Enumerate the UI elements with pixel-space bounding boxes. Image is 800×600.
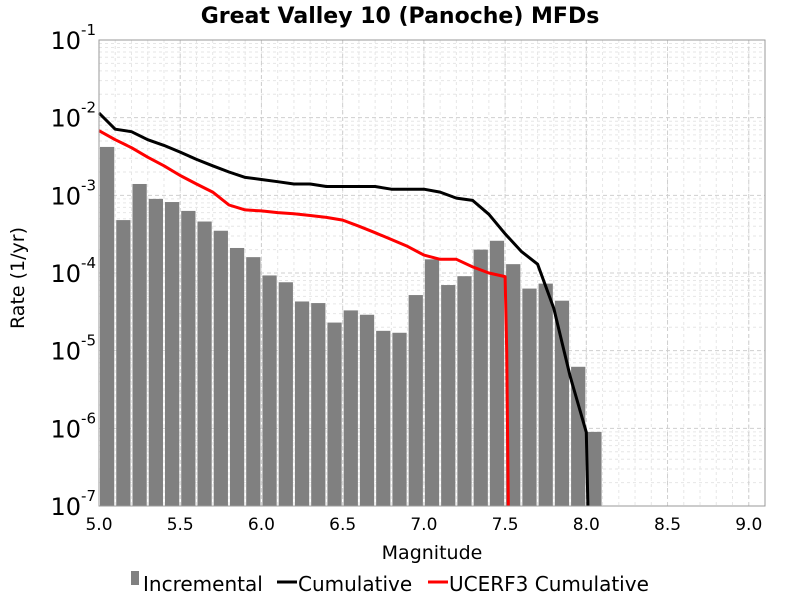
x-axis-label: Magnitude xyxy=(382,542,483,564)
ucerf3-cumulative-line xyxy=(98,129,510,507)
y-tick-exponent: -6 xyxy=(81,409,96,427)
legend-incremental-label: Incremental xyxy=(143,572,263,596)
incremental-bars xyxy=(100,146,602,507)
x-tick-label: 9.0 xyxy=(735,515,762,535)
incremental-bar xyxy=(392,332,407,506)
y-tick-exponent: -5 xyxy=(81,332,96,350)
x-tick-label: 5.0 xyxy=(85,515,112,535)
x-tick-label: 7.0 xyxy=(410,515,437,535)
incremental-bar xyxy=(327,322,342,506)
x-tick-label: 8.5 xyxy=(654,515,681,535)
incremental-bar xyxy=(148,198,163,507)
chart-title: Great Valley 10 (Panoche) MFDs xyxy=(201,4,600,29)
cumulative-lines xyxy=(97,111,590,507)
x-tick-label: 6.5 xyxy=(329,515,356,535)
incremental-bar xyxy=(100,146,115,506)
incremental-bar xyxy=(489,240,505,507)
legend-ucerf3-label: UCERF3 Cumulative xyxy=(449,572,649,596)
legend: Incremental Cumulative UCERF3 Cumulative xyxy=(131,571,649,596)
y-tick-exponent: -7 xyxy=(81,487,96,505)
incremental-bar xyxy=(246,257,261,506)
incremental-bar xyxy=(359,314,375,506)
incremental-bar xyxy=(473,249,488,507)
y-tick-base: 10 xyxy=(50,338,81,366)
incremental-bar xyxy=(343,310,358,506)
legend-incremental-swatch xyxy=(131,571,139,585)
incremental-bar xyxy=(441,285,456,506)
y-tick-label: 10-2 xyxy=(50,99,96,133)
incremental-bar xyxy=(311,303,326,506)
y-tick-base: 10 xyxy=(50,182,81,210)
y-tick-exponent: -2 xyxy=(81,99,96,117)
y-axis-label: Rate (1/yr) xyxy=(7,227,29,329)
plot-frame xyxy=(98,39,766,507)
x-tick-label: 6.0 xyxy=(248,515,275,535)
x-tick-label: 5.5 xyxy=(167,515,194,535)
incremental-bar xyxy=(132,183,147,506)
y-tick-label: 10-3 xyxy=(50,176,96,210)
incremental-bar xyxy=(554,300,570,506)
y-tick-labels: 10-110-210-310-410-510-610-7 xyxy=(50,21,96,521)
y-tick-label: 10-7 xyxy=(50,487,96,521)
incremental-bar xyxy=(587,431,602,506)
x-tick-labels: 5.0 5.5 6.0 6.5 7.0 7.5 8.0 8.5 9.0 xyxy=(85,515,762,535)
incremental-bar xyxy=(424,259,440,506)
x-tick-label: 7.5 xyxy=(492,515,519,535)
y-tick-base: 10 xyxy=(50,105,81,133)
incremental-bar xyxy=(213,230,228,506)
x-tick-label: 8.0 xyxy=(573,515,600,535)
incremental-bar xyxy=(116,220,131,506)
incremental-bar xyxy=(376,330,391,506)
y-tick-base: 10 xyxy=(50,493,81,521)
legend-cumulative-label: Cumulative xyxy=(298,572,412,596)
incremental-bar xyxy=(229,247,245,506)
y-tick-exponent: -1 xyxy=(81,21,96,39)
y-tick-exponent: -3 xyxy=(81,176,96,194)
y-tick-exponent: -4 xyxy=(81,254,96,272)
incremental-bar xyxy=(538,283,553,506)
y-tick-label: 10-1 xyxy=(50,21,96,55)
incremental-bar xyxy=(164,202,180,506)
y-tick-label: 10-4 xyxy=(50,254,96,288)
cumulative-line xyxy=(97,111,590,507)
incremental-bar xyxy=(294,301,310,506)
incremental-bar xyxy=(278,282,293,506)
incremental-bar xyxy=(197,221,212,506)
y-tick-label: 10-5 xyxy=(50,332,96,366)
incremental-bar xyxy=(408,295,423,506)
incremental-bar xyxy=(262,275,277,506)
y-tick-base: 10 xyxy=(50,415,81,443)
y-tick-label: 10-6 xyxy=(50,409,96,443)
incremental-bar xyxy=(181,210,196,506)
y-tick-base: 10 xyxy=(50,27,81,55)
y-tick-base: 10 xyxy=(50,260,81,288)
incremental-bar xyxy=(522,288,537,506)
incremental-bar xyxy=(571,366,586,506)
incremental-bar xyxy=(506,264,521,506)
incremental-bar xyxy=(457,276,472,506)
